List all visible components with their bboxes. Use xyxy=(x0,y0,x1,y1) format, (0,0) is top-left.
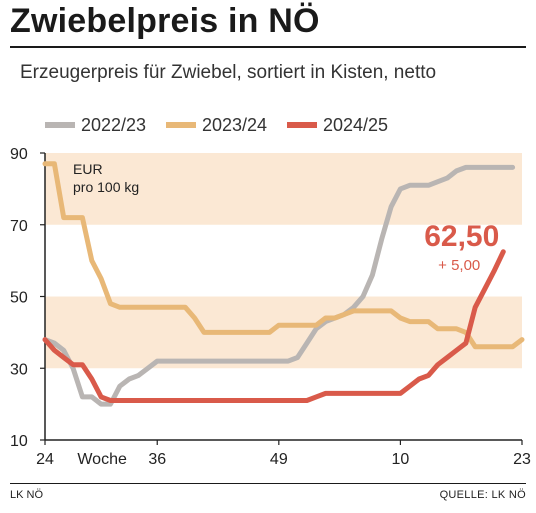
unit-label-line2: pro 100 kg xyxy=(73,179,139,195)
x-tick-label: 36 xyxy=(148,451,166,468)
legend: 2022/23 2023/24 2024/25 xyxy=(45,115,388,135)
legend-label: 2024/25 xyxy=(323,115,388,135)
unit-label-line1: EUR xyxy=(73,161,103,177)
chart-title: Zwiebelpreis in NÖ xyxy=(10,2,320,40)
shaded-band-1 xyxy=(45,153,522,225)
footer-source-left: LK NÖ xyxy=(10,489,44,501)
y-tick-label: 50 xyxy=(10,290,28,307)
chart-labels: EUR pro 100 kg 62,50 + 5,00 xyxy=(73,161,499,274)
y-tick-label: 10 xyxy=(10,433,28,450)
y-tick-label: 90 xyxy=(10,146,28,163)
line-chart: 10 30 50 70 90 24 36 49 10 23 Woche 2022/23 2023/24… xyxy=(10,115,531,468)
x-tick-label: 49 xyxy=(270,451,288,468)
callout-value: 62,50 xyxy=(424,220,499,253)
series-lines xyxy=(42,161,525,407)
legend-label: 2023/24 xyxy=(202,115,267,135)
axes: 10 30 50 70 90 24 36 49 10 23 Woche xyxy=(10,146,531,468)
footer-divider xyxy=(10,483,526,484)
chart-subtitle: Erzeugerpreis für Zwiebel, sortiert in K… xyxy=(20,62,437,83)
footer-source-right: QUELLE: LK NÖ xyxy=(439,489,526,501)
series-line-2024-25 xyxy=(42,249,506,403)
x-tick-label: 10 xyxy=(392,451,410,468)
callout-change: + 5,00 xyxy=(438,257,480,274)
y-tick-label: 70 xyxy=(10,218,28,235)
x-axis-label: Woche xyxy=(77,451,127,468)
legend-label: 2022/23 xyxy=(81,115,146,135)
y-tick-label: 30 xyxy=(10,361,28,378)
title-divider xyxy=(10,46,526,48)
series-line-2023-24 xyxy=(42,161,525,350)
x-tick-label: 23 xyxy=(513,451,531,468)
x-tick-label: 24 xyxy=(36,451,54,468)
